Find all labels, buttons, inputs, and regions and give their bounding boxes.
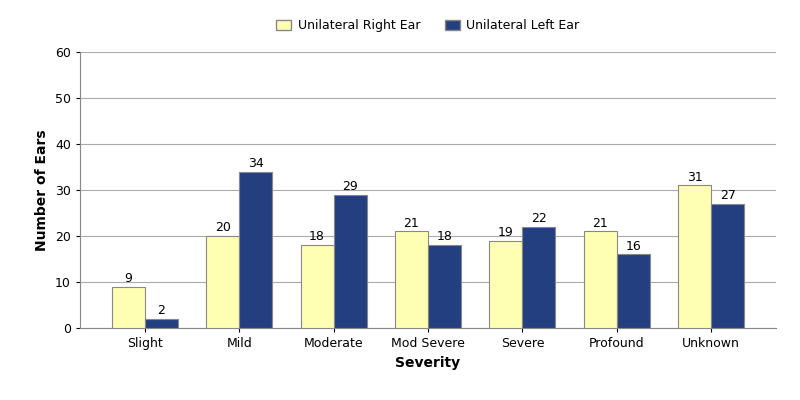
Bar — [584, 231, 617, 328]
Bar — [617, 254, 650, 328]
Bar — [678, 185, 711, 328]
Bar — [334, 195, 366, 328]
Bar — [490, 240, 522, 328]
Bar — [239, 172, 272, 328]
Text: 22: 22 — [531, 212, 547, 225]
Legend: Unilateral Right Ear, Unilateral Left Ear: Unilateral Right Ear, Unilateral Left Ea… — [271, 14, 585, 37]
Bar — [711, 204, 744, 328]
Text: 31: 31 — [687, 170, 702, 184]
Text: 21: 21 — [403, 216, 419, 230]
Text: 19: 19 — [498, 226, 514, 239]
Text: 21: 21 — [593, 216, 608, 230]
Bar — [522, 227, 555, 328]
Text: 18: 18 — [437, 230, 453, 243]
Text: 16: 16 — [626, 240, 642, 252]
Bar — [395, 231, 428, 328]
Text: 20: 20 — [214, 221, 230, 234]
Text: 9: 9 — [124, 272, 132, 285]
Y-axis label: Number of Ears: Number of Ears — [35, 129, 50, 251]
X-axis label: Severity: Severity — [395, 356, 461, 370]
Text: 34: 34 — [248, 157, 263, 170]
Bar — [145, 319, 178, 328]
Bar — [206, 236, 239, 328]
Text: 18: 18 — [309, 230, 325, 243]
Text: 29: 29 — [342, 180, 358, 193]
Bar — [428, 245, 461, 328]
Text: 2: 2 — [158, 304, 165, 317]
Bar — [112, 286, 145, 328]
Bar — [301, 245, 334, 328]
Text: 27: 27 — [720, 189, 736, 202]
